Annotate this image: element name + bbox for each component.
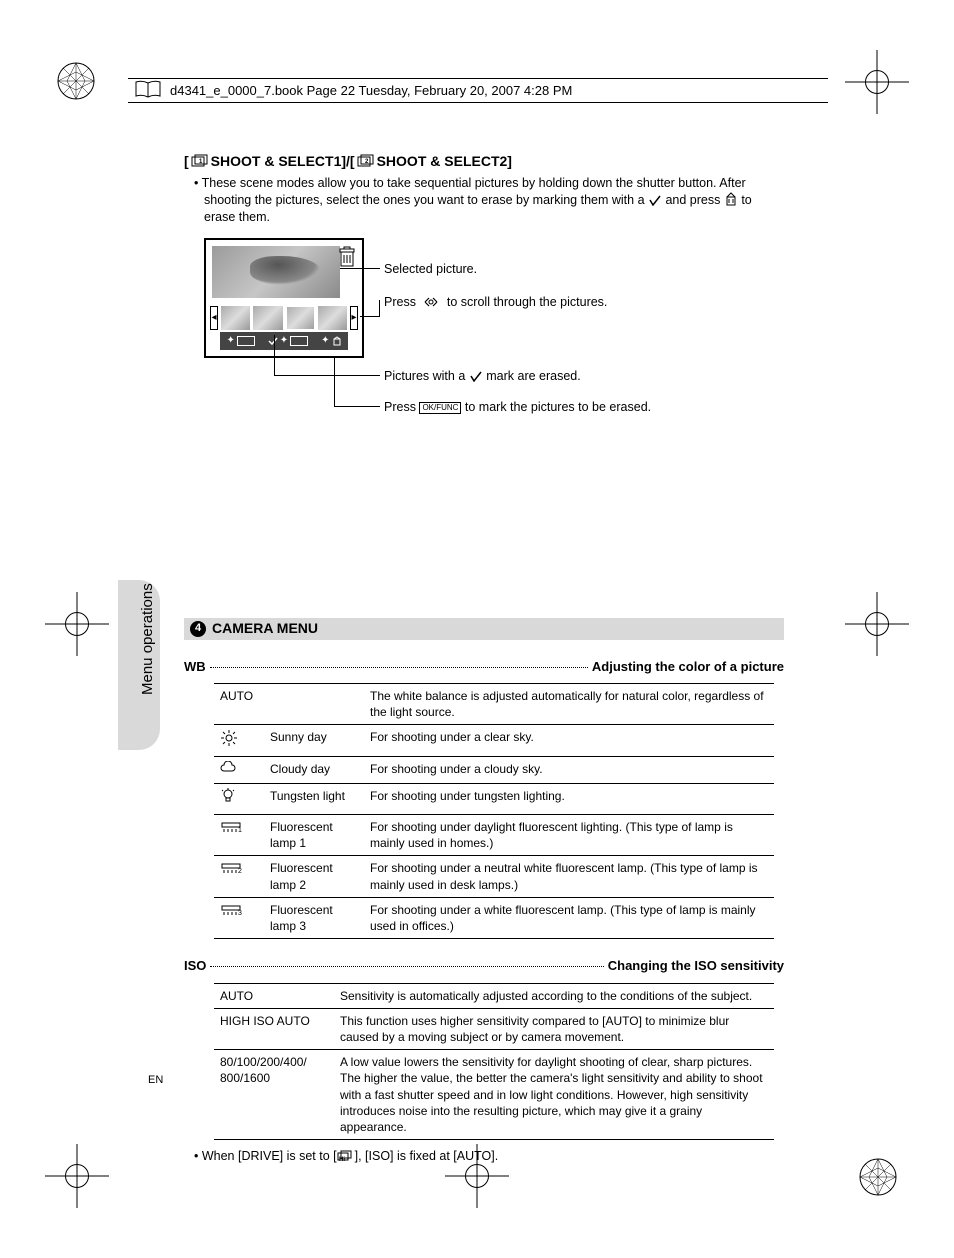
- table-row: 3Fluorescent lamp 3For shooting under a …: [214, 897, 774, 938]
- page-lang: EN: [148, 1073, 163, 1088]
- lead-3: [274, 375, 380, 376]
- table-row: 1Fluorescent lamp 1For shooting under da…: [214, 815, 774, 856]
- thumb-1: [221, 306, 250, 330]
- header-rule-top: [128, 78, 828, 79]
- erase-icon: [724, 192, 738, 206]
- shoot1-icon: 1: [191, 154, 209, 168]
- wb-heading: WBAdjusting the color of a picture: [184, 658, 784, 676]
- label-mark: Press OK/FUNC to mark the pictures to be…: [384, 399, 651, 416]
- fl3-icon: 3: [220, 902, 242, 916]
- shoot-bullet: These scene modes allow you to take sequ…: [194, 175, 784, 226]
- table-row: 80/100/200/400/ 800/1600A low value lowe…: [214, 1050, 774, 1140]
- camera-menu-heading: 4 CAMERA MENU: [184, 618, 784, 640]
- filmstrip-right-arrow: ▸: [350, 306, 358, 330]
- check-icon: [648, 194, 662, 206]
- svg-text:3: 3: [238, 910, 242, 916]
- lead-2v: [379, 300, 380, 317]
- table-row: 2Fluorescent lamp 2For shooting under a …: [214, 856, 774, 897]
- thumb-3: [286, 306, 315, 330]
- crop-mark-br: [857, 1156, 899, 1198]
- filmstrip: ◂ ▸: [210, 306, 358, 330]
- table-row: Cloudy dayFor shooting under a cloudy sk…: [214, 756, 774, 783]
- register-ml: [65, 612, 89, 636]
- filmstrip-left-arrow: ◂: [210, 306, 218, 330]
- header-path: d4341_e_0000_7.book Page 22 Tuesday, Feb…: [170, 82, 572, 100]
- lead-1: [340, 268, 380, 269]
- sun-icon: [220, 729, 238, 747]
- fl2-icon: 2: [220, 860, 242, 874]
- iso-heading: ISOChanging the ISO sensitivity: [184, 957, 784, 975]
- bulb-icon: [220, 788, 236, 806]
- fl1-icon: 1: [220, 819, 242, 833]
- menu-number-badge: 4: [190, 621, 206, 637]
- iso-note: When [DRIVE] is set to [Hi], [ISO] is fi…: [194, 1148, 784, 1165]
- register-mb: [465, 1164, 489, 1188]
- preview-image: [212, 246, 340, 298]
- table-row: AUTOSensitivity is automatically adjuste…: [214, 983, 774, 1008]
- erase-slot: ✦: [321, 334, 341, 348]
- table-row: AUTOThe white balance is adjusted automa…: [214, 684, 774, 725]
- label-selected: Selected picture.: [384, 261, 477, 278]
- header-rule-bot: [128, 102, 828, 103]
- back-slot: ✦: [226, 334, 254, 348]
- camera-bottombar: ✦ ✦ ✦: [220, 332, 348, 350]
- menu-title: CAMERA MENU: [212, 619, 318, 638]
- trash-icon: [338, 246, 356, 268]
- label-erased: Pictures with a mark are erased.: [384, 368, 581, 385]
- table-row: Sunny dayFor shooting under a clear sky.: [214, 725, 774, 756]
- shoot2-icon: 2: [357, 154, 375, 168]
- thumb-2: [253, 306, 282, 330]
- lead-3v: [274, 335, 275, 375]
- cloud-icon: [220, 761, 240, 775]
- thumb-4: [318, 306, 347, 330]
- table-row: HIGH ISO AUTOThis function uses higher s…: [214, 1008, 774, 1049]
- svg-text:2: 2: [238, 868, 242, 874]
- register-tr: [865, 70, 889, 94]
- shoot-heading: [1SHOOT & SELECT1]/[2SHOOT & SELECT2]: [184, 152, 784, 171]
- diagram: ◂ ▸ ✦ ✦ ✦ Selected picture. Press to scr…: [184, 238, 784, 418]
- register-mr: [865, 612, 889, 636]
- book-icon: [134, 80, 162, 100]
- svg-text:Hi: Hi: [339, 1157, 345, 1162]
- lead-4v: [334, 356, 335, 406]
- wb-table: AUTOThe white balance is adjusted automa…: [214, 683, 774, 939]
- lead-4: [334, 406, 380, 407]
- register-bl: [65, 1164, 89, 1188]
- svg-text:1: 1: [238, 827, 242, 833]
- crop-mark-tl: [55, 60, 97, 102]
- side-label: Menu operations: [138, 583, 158, 695]
- label-scroll: Press to scroll through the pictures.: [384, 294, 607, 311]
- lead-2: [360, 316, 380, 317]
- okfunc-icon: OK/FUNC: [419, 402, 461, 415]
- drive-hi-icon: Hi: [337, 1150, 355, 1162]
- camera-screen: ◂ ▸ ✦ ✦ ✦: [204, 238, 364, 358]
- iso-table: AUTOSensitivity is automatically adjuste…: [214, 983, 774, 1141]
- table-row: Tungsten lightFor shooting under tungste…: [214, 783, 774, 814]
- leftright-icon: [419, 296, 443, 308]
- check-icon-2: [469, 370, 483, 382]
